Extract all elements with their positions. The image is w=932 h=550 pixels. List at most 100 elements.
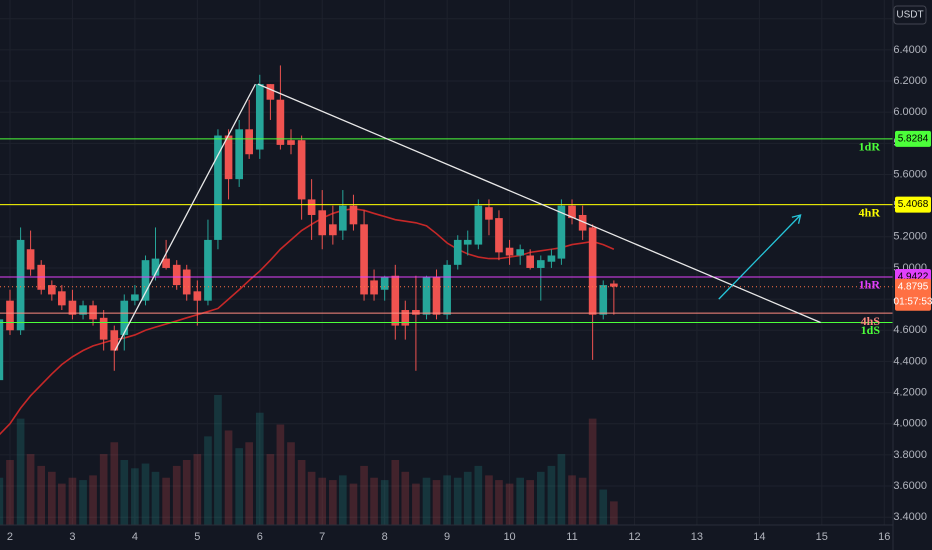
volume-bar (401, 471, 410, 525)
candle-body (547, 255, 556, 262)
level-tag: 4hS (861, 314, 881, 328)
x-tick-label: 6 (257, 531, 263, 543)
volume-bar (412, 483, 420, 525)
x-tick-label: 9 (444, 531, 450, 543)
candle-body (516, 249, 525, 256)
candle-body (599, 285, 608, 315)
currency-box (893, 5, 927, 25)
candle-body (58, 291, 66, 306)
candle-body (120, 300, 129, 335)
candle-body (141, 260, 150, 301)
y-tick-label: 4.6000 (893, 324, 927, 336)
x-tick-label: 13 (691, 531, 703, 543)
x-tick-label: 12 (628, 531, 640, 543)
y-tick-label: 6.0000 (893, 106, 927, 118)
x-tick-label: 10 (503, 531, 515, 543)
candle-body (131, 294, 139, 301)
volume-bar (245, 442, 253, 525)
volume-bar (422, 477, 431, 525)
volume-bar (287, 442, 295, 525)
y-tick-label: 3.8000 (893, 449, 927, 461)
volume-bar (349, 483, 358, 525)
volume-bar (0, 477, 4, 525)
candle-body (380, 277, 389, 290)
candle-body (182, 269, 191, 295)
candle-body (349, 205, 358, 225)
countdown-label: 01:57:53 (894, 296, 932, 307)
candle-body (463, 239, 472, 245)
volume-bar (297, 460, 306, 525)
volume-bar (526, 480, 535, 525)
level-tag: 4hR (859, 205, 881, 219)
arrow-head (791, 214, 802, 224)
candle-body (307, 199, 316, 215)
x-tick-label: 8 (382, 531, 388, 543)
candle-body (588, 227, 597, 315)
y-tick-label: 3.6000 (893, 480, 927, 492)
candle-body (79, 305, 87, 315)
y-tick-label: 4.0000 (893, 418, 927, 430)
volume-bar (568, 475, 576, 525)
level-tag: 1dS (861, 323, 881, 337)
y-tick-label: 4.4000 (893, 355, 927, 367)
candle-body (391, 275, 400, 326)
level-price-box (895, 196, 931, 213)
candle-body (474, 205, 483, 245)
x-tick-label: 14 (753, 531, 765, 543)
volume-bar (37, 465, 46, 525)
candle-body (329, 224, 337, 236)
volume-bar (48, 471, 56, 525)
volume-bar (266, 454, 275, 525)
x-tick-label: 5 (194, 531, 200, 543)
volume-bar (131, 468, 139, 525)
arrow (718, 214, 802, 300)
candle-body (0, 319, 4, 381)
volume-bar (578, 477, 587, 525)
candle-body (276, 99, 285, 145)
volume-bar (204, 436, 212, 525)
candle-body (536, 260, 545, 268)
volume-bar (516, 477, 525, 525)
volume-bar (16, 418, 25, 525)
volume-bar (339, 475, 347, 525)
volume-bar (453, 477, 462, 525)
candle-body (339, 205, 347, 231)
volume-bar (58, 483, 66, 525)
volume-bar (610, 501, 618, 525)
candle-body (485, 207, 493, 220)
level-tag: 1dR (859, 140, 881, 154)
candle-body (401, 310, 410, 326)
candle-body (245, 129, 253, 155)
volume-bar (505, 483, 514, 525)
y-tick-label: 3.4000 (893, 511, 927, 523)
volume-bar (99, 454, 108, 525)
volume-bar (224, 430, 233, 525)
volume-bar (474, 465, 483, 525)
trendline (257, 83, 821, 324)
current-price-box (895, 278, 931, 311)
candle-body (422, 277, 431, 315)
candle-body (453, 239, 462, 265)
y-tick-label: 5.6000 (893, 168, 927, 180)
candle-body (68, 300, 77, 315)
volume-bar (329, 480, 337, 525)
axes: 3.4000 3.6000 3.8000 4.0000 4.2000 4.4000 4.60… (7, 5, 932, 543)
volume-bar (120, 460, 129, 525)
y-tick-label: 5.2000 (893, 231, 927, 243)
current-price-label: 4.8795 (898, 281, 929, 292)
candle-body (193, 291, 202, 301)
volume-bar (193, 454, 202, 525)
volume-bar (214, 395, 222, 525)
level-price-label: 5.4068 (898, 199, 929, 210)
volume-bar (151, 471, 160, 525)
candle-body (16, 239, 25, 331)
volume-bar (26, 454, 35, 525)
candle-body (297, 140, 306, 200)
candle-body (568, 205, 576, 219)
volume-bar (172, 465, 181, 525)
candle-body (110, 330, 119, 351)
volume-bar (235, 448, 243, 525)
candle-body (162, 258, 170, 268)
volume-bar (380, 480, 389, 525)
